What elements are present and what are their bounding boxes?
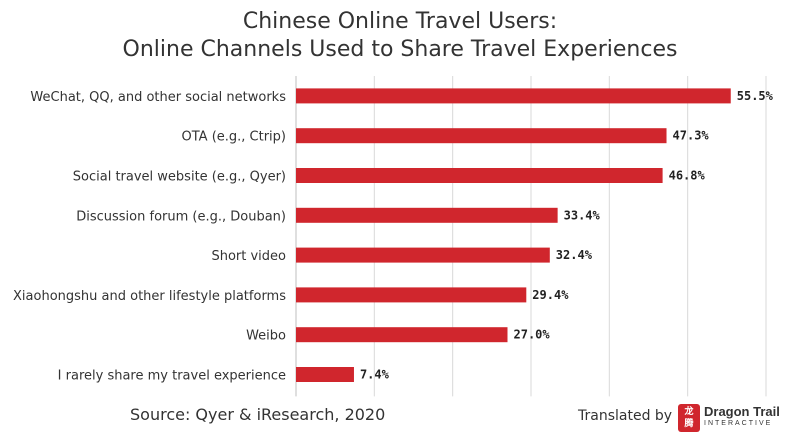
bar (296, 207, 558, 223)
chart-title: Chinese Online Travel Users: (242, 9, 558, 34)
category-label: Weibo (246, 329, 286, 344)
bar (296, 88, 731, 104)
category-label: Discussion forum (e.g., Douban) (76, 209, 286, 224)
source-note: Source: Qyer & iResearch, 2020 (130, 405, 386, 424)
data-label: 32.4% (556, 248, 593, 262)
bar (296, 247, 550, 263)
logo-text: Dragon Trail INTERACTIVE (704, 404, 780, 429)
data-label: 33.4% (564, 208, 601, 222)
bar (296, 287, 527, 303)
category-label: Xiaohongshu and other lifestyle platform… (13, 289, 286, 304)
category-label: OTA (e.g., Ctrip) (182, 130, 287, 145)
category-label: WeChat, QQ, and other social networks (30, 90, 286, 105)
data-label: 7.4% (360, 368, 390, 382)
chart-subtitle: Online Channels Used to Share Travel Exp… (122, 37, 678, 62)
translated-by-label: Translated by (578, 408, 673, 424)
data-label: 46.8% (669, 169, 706, 183)
logo-subtitle: INTERACTIVE (704, 420, 773, 427)
chart-title-block: Chinese Online Travel Users: Online Chan… (0, 8, 800, 64)
category-label: Social travel website (e.g., Qyer) (73, 170, 286, 185)
category-label: Short video (211, 249, 286, 264)
bar-chart: WeChat, QQ, and other social networks 55.… (13, 76, 774, 397)
dragon-trail-logo-icon: 龙腾 (678, 404, 700, 432)
bar (296, 128, 667, 144)
logo-name: Dragon Trail (704, 404, 780, 419)
category-label: I rarely share my travel experience (58, 369, 286, 384)
bar (296, 168, 663, 183)
data-label: 47.3% (673, 129, 710, 143)
data-label: 29.4% (532, 288, 569, 302)
bar (296, 367, 354, 382)
bar (296, 327, 508, 343)
data-label: 27.0% (514, 328, 551, 342)
data-label: 55.5% (737, 89, 774, 103)
